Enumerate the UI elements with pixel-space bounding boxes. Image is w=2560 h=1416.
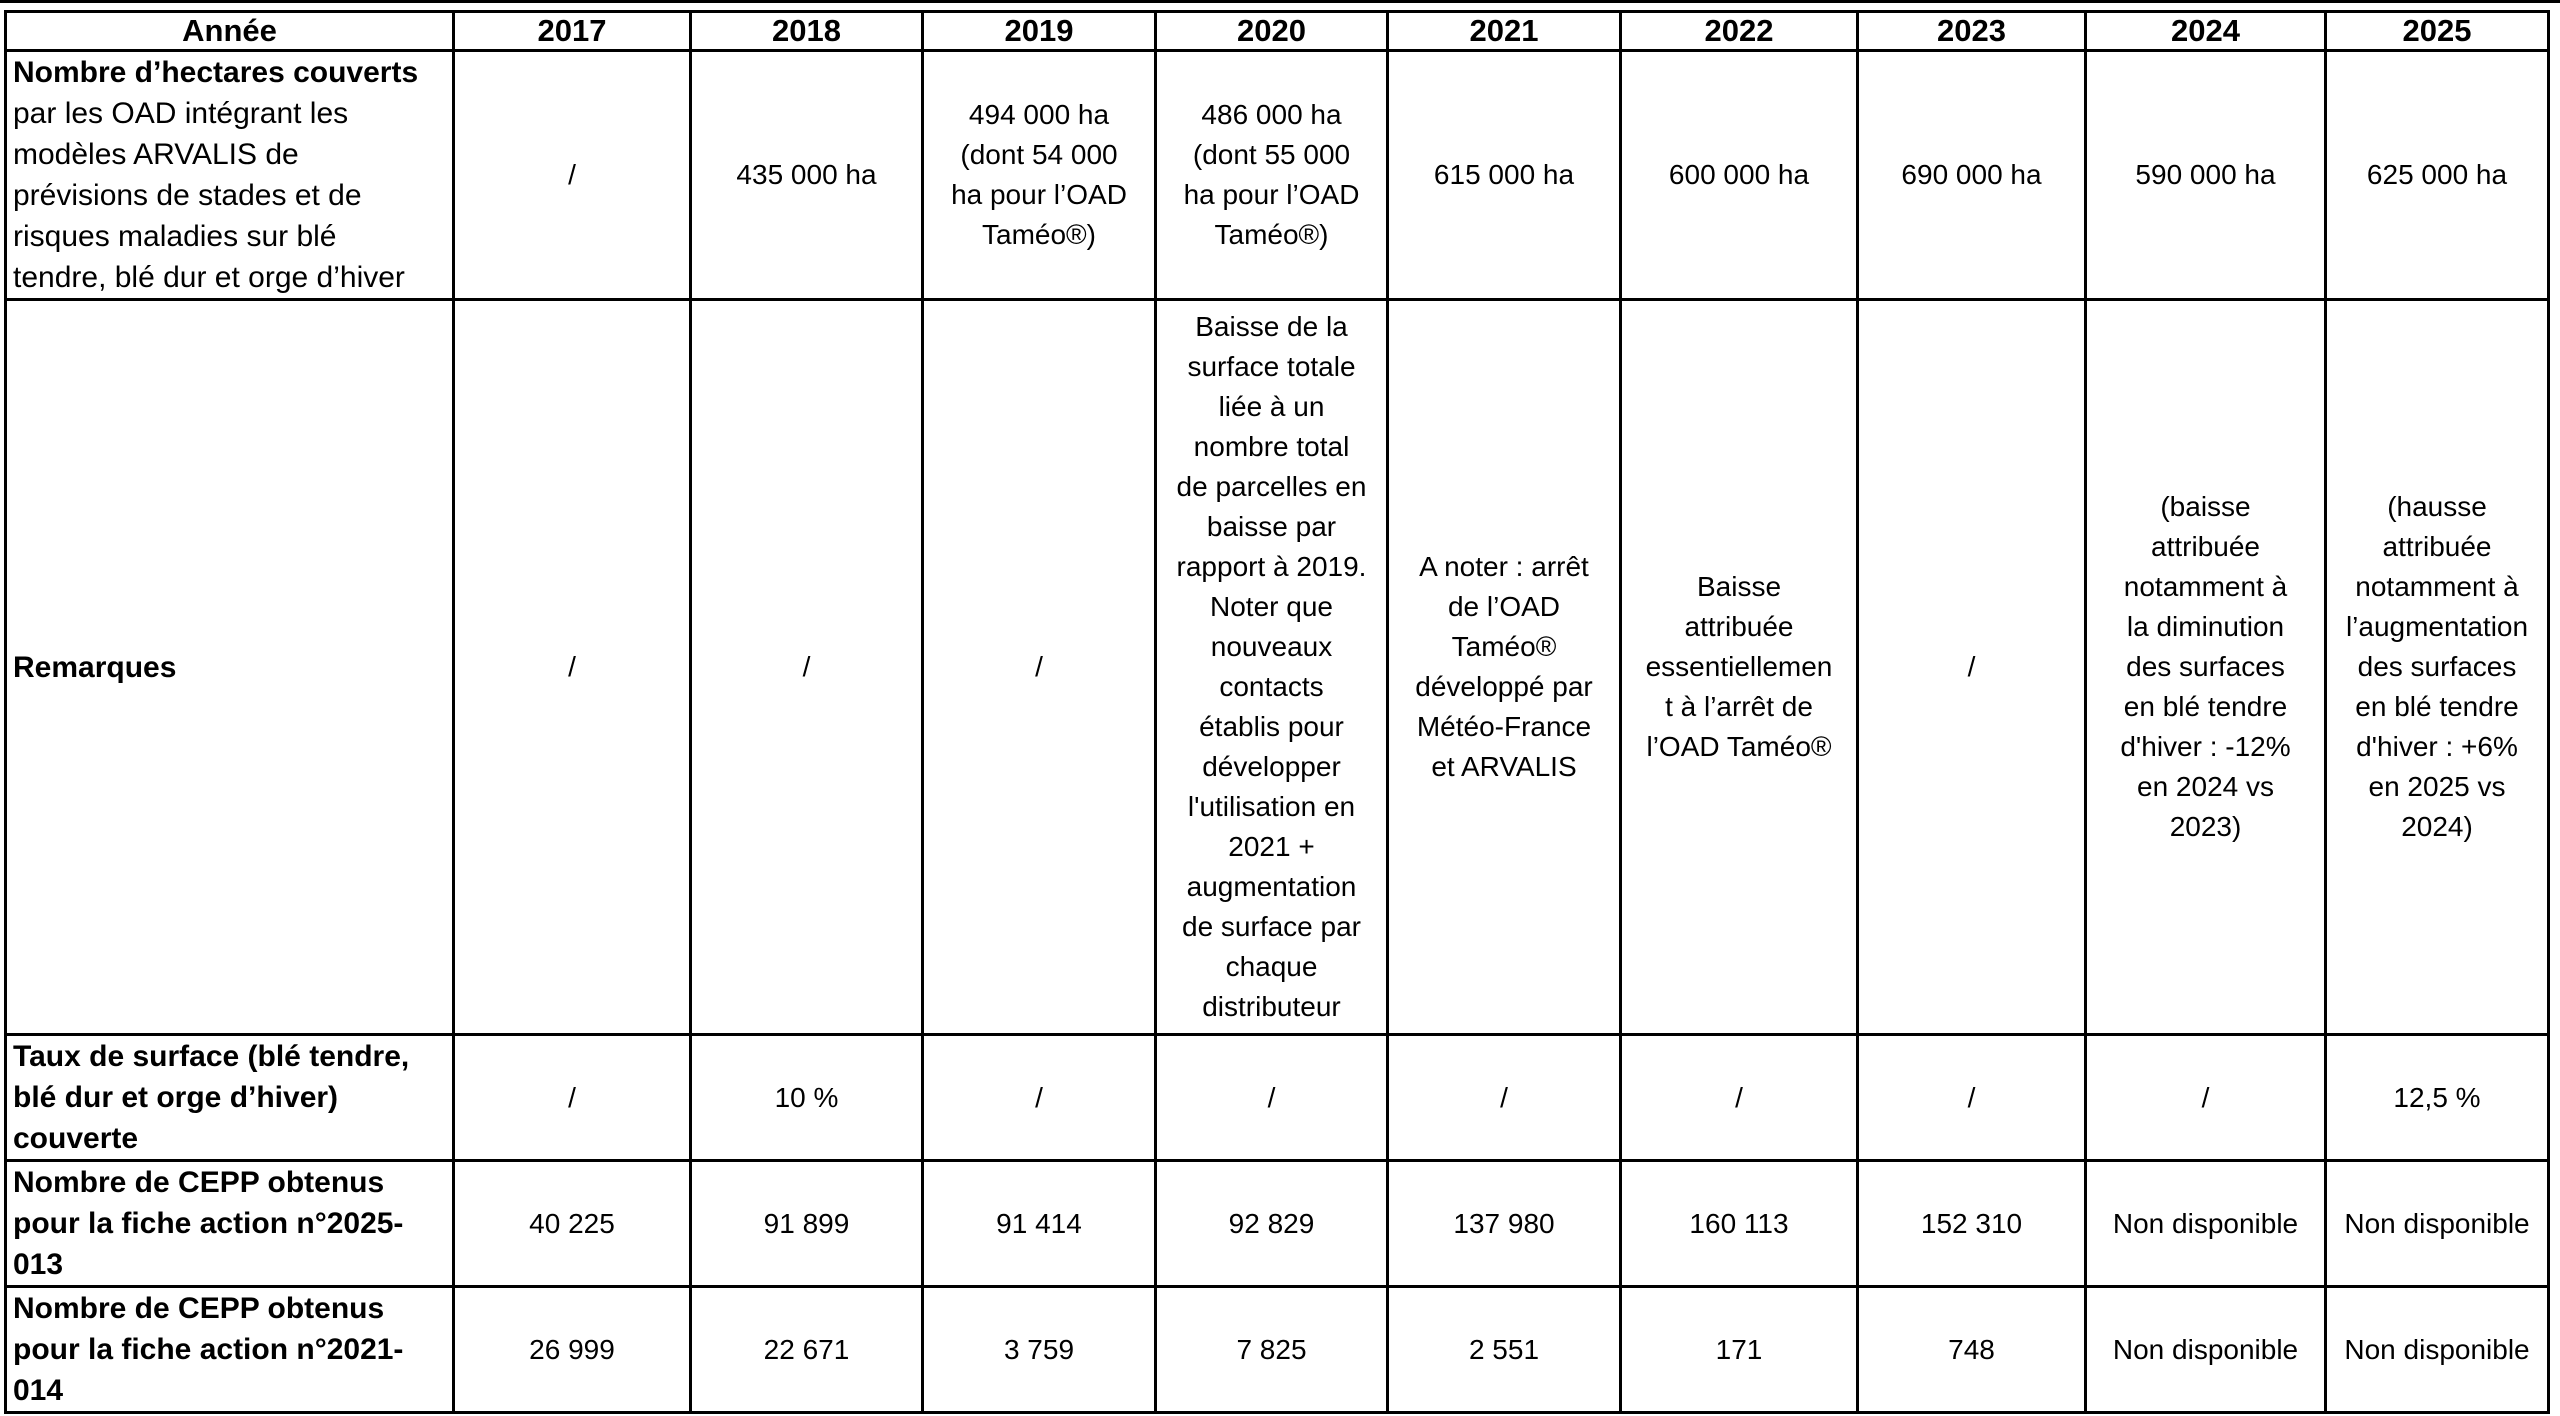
cell-cepp-2021-014-2018: 22 671 — [689, 1285, 924, 1414]
cell-remarques-2019: / — [921, 298, 1157, 1036]
cell-remarques-2017: / — [452, 298, 692, 1036]
main-table: Année 2017 2018 2019 2020 2021 2022 2023 2024 20… — [4, 10, 2550, 1414]
cell-cepp-2021-014-2020: 7 825 — [1154, 1285, 1389, 1414]
year-header-2021: 2021 — [1386, 10, 1622, 52]
row-label-bold-text: Nombre de CEPP obtenus pour la fiche act… — [13, 1166, 404, 1281]
cell-cepp-2025-013-2025: Non disponible — [2324, 1159, 2550, 1288]
cell-remarques-2021: A noter : arrêt de l’OAD Taméo® développ… — [1386, 298, 1622, 1036]
year-header-2017: 2017 — [452, 10, 692, 52]
year-header-2023: 2023 — [1856, 10, 2087, 52]
cell-cepp-2025-013-2022: 160 113 — [1619, 1159, 1859, 1288]
table-row-remarques: Remarques / / / Baisse de la surface totale … — [4, 298, 2550, 1036]
cell-taux-2021: / — [1386, 1033, 1622, 1162]
cell-hectares-2021: 615 000 ha — [1386, 49, 1622, 301]
cell-cepp-2021-014-2023: 748 — [1856, 1285, 2087, 1414]
row-label-cepp-2021-014: Nombre de CEPP obtenus pour la fiche act… — [4, 1285, 455, 1414]
cell-hectares-2019: 494 000 ha (dont 54 000 ha pour l’OAD Ta… — [921, 49, 1157, 301]
cell-hectares-2023: 690 000 ha — [1856, 49, 2087, 301]
cell-cepp-2025-013-2018: 91 899 — [689, 1159, 924, 1288]
cell-remarques-2022: Baisse attribuée essentiellemen t à l’ar… — [1619, 298, 1859, 1036]
cell-cepp-2021-014-2024: Non disponible — [2084, 1285, 2327, 1414]
table-row-hectares: Nombre d’hectares couverts par les OAD i… — [4, 49, 2550, 301]
cell-cepp-2021-014-2022: 171 — [1619, 1285, 1859, 1414]
cell-hectares-2025: 625 000 ha — [2324, 49, 2550, 301]
year-header-2020: 2020 — [1154, 10, 1389, 52]
cell-cepp-2025-013-2021: 137 980 — [1386, 1159, 1622, 1288]
row-label-bold-text: Taux de surface (blé tendre, blé dur et … — [13, 1040, 410, 1155]
cell-taux-2019: / — [921, 1033, 1157, 1162]
year-header-2018: 2018 — [689, 10, 924, 52]
year-header-2022: 2022 — [1619, 10, 1859, 52]
cell-taux-2025: 12,5 % — [2324, 1033, 2550, 1162]
cell-remarques-2018: / — [689, 298, 924, 1036]
cell-cepp-2021-014-2017: 26 999 — [452, 1285, 692, 1414]
cell-cepp-2025-013-2023: 152 310 — [1856, 1159, 2087, 1288]
year-header-2024: 2024 — [2084, 10, 2327, 52]
cell-taux-2020: / — [1154, 1033, 1389, 1162]
header-row: Année 2017 2018 2019 2020 2021 2022 2023 2024 20… — [4, 10, 2550, 52]
cell-hectares-2017: / — [452, 49, 692, 301]
row-label-taux: Taux de surface (blé tendre, blé dur et … — [4, 1033, 455, 1162]
cell-taux-2018: 10 % — [689, 1033, 924, 1162]
cell-cepp-2021-014-2019: 3 759 — [921, 1285, 1157, 1414]
year-header-2025: 2025 — [2324, 10, 2550, 52]
table-body: Nombre d’hectares couverts par les OAD i… — [4, 49, 2550, 1414]
cell-taux-2017: / — [452, 1033, 692, 1162]
row-label-bold-text: Remarques — [13, 650, 177, 684]
cell-cepp-2025-013-2024: Non disponible — [2084, 1159, 2327, 1288]
table-row-cepp-2025-013: Nombre de CEPP obtenus pour la fiche act… — [4, 1159, 2550, 1288]
cell-hectares-2018: 435 000 ha — [689, 49, 924, 301]
cell-hectares-2020: 486 000 ha (dont 55 000 ha pour l’OAD Ta… — [1154, 49, 1389, 301]
cell-hectares-2022: 600 000 ha — [1619, 49, 1859, 301]
cell-taux-2022: / — [1619, 1033, 1859, 1162]
cell-taux-2024: / — [2084, 1033, 2327, 1162]
cell-cepp-2021-014-2025: Non disponible — [2324, 1285, 2550, 1414]
cell-taux-2023: / — [1856, 1033, 2087, 1162]
row-label-cepp-2025-013: Nombre de CEPP obtenus pour la fiche act… — [4, 1159, 455, 1288]
row-label-bold-text: Nombre d’hectares couverts — [13, 56, 419, 89]
table-row-taux: Taux de surface (blé tendre, blé dur et … — [4, 1033, 2550, 1162]
corner-header-annee: Année — [4, 10, 455, 52]
cell-remarques-2025: (hausse attribuée notamment à l’augmenta… — [2324, 298, 2550, 1036]
cell-cepp-2025-013-2019: 91 414 — [921, 1159, 1157, 1288]
row-label-hectares: Nombre d’hectares couverts par les OAD i… — [4, 49, 455, 301]
cell-cepp-2021-014-2021: 2 551 — [1386, 1285, 1622, 1414]
row-label-bold-text: Nombre de CEPP obtenus pour la fiche act… — [13, 1292, 404, 1407]
cell-cepp-2025-013-2020: 92 829 — [1154, 1159, 1389, 1288]
row-label-remarques: Remarques — [4, 298, 455, 1036]
table-row-cepp-2021-014: Nombre de CEPP obtenus pour la fiche act… — [4, 1285, 2550, 1414]
cell-remarques-2020: Baisse de la surface totale liée à un no… — [1154, 298, 1389, 1036]
cell-hectares-2024: 590 000 ha — [2084, 49, 2327, 301]
row-label-rest-text: par les OAD intégrant les modèles ARVALI… — [13, 97, 405, 294]
cell-remarques-2023: / — [1856, 298, 2087, 1036]
year-header-2019: 2019 — [921, 10, 1157, 52]
cropped-row-border-line — [0, 0, 2560, 3]
cell-remarques-2024: (baisse attribuée notamment à la diminut… — [2084, 298, 2327, 1036]
cell-cepp-2025-013-2017: 40 225 — [452, 1159, 692, 1288]
